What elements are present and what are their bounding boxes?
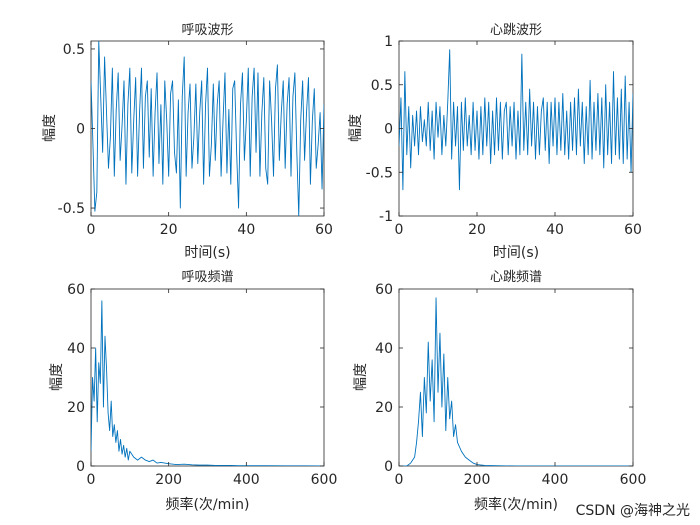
resp-spectrum-chart: 呼吸频谱 频率(次/min) 幅度 0 200 400 600 0 20 40 60 bbox=[49, 270, 337, 513]
heart-spectrum-series-line bbox=[399, 297, 633, 466]
heart-spectrum-xlabel: 频率(次/min) bbox=[474, 496, 558, 513]
resp-spectrum-ytick-label: 0 bbox=[76, 459, 85, 475]
heart-wave-axes-box bbox=[398, 40, 634, 217]
heart-spectrum-title: 心跳频谱 bbox=[490, 270, 542, 285]
heart-spectrum-ytick-label: 20 bbox=[375, 400, 393, 416]
heart-wave-xtick-label: 20 bbox=[468, 222, 486, 238]
resp-wave-xtick-label: 60 bbox=[315, 222, 333, 238]
heart-spectrum-xtick-label: 600 bbox=[620, 472, 647, 488]
heart-wave-xlabel: 时间(s) bbox=[493, 245, 539, 261]
heart-spectrum-chart: 心跳频谱 频率(次/min) 幅度 0 200 400 600 0 20 40 60 bbox=[353, 270, 646, 513]
heart-wave-chart: 心跳波形 时间(s) 幅度 0 20 40 60 -1 -0.5 0 0.5 1 bbox=[348, 23, 642, 261]
resp-wave-ytick-label: 0 bbox=[76, 122, 85, 138]
heart-spectrum-ytick-label: 0 bbox=[384, 459, 393, 475]
heart-wave-ytick-label: -0.5 bbox=[366, 165, 393, 181]
resp-spectrum-xtick-label: 200 bbox=[155, 472, 182, 488]
heart-wave-xtick-label: 0 bbox=[395, 222, 404, 238]
heart-wave-ytick-label: 0 bbox=[384, 122, 393, 138]
watermark-text: CSDN @海神之光 bbox=[576, 503, 690, 519]
heart-spectrum-xtick-label: 200 bbox=[464, 472, 491, 488]
resp-wave-axes-box bbox=[90, 40, 325, 217]
resp-wave-xtick-label: 20 bbox=[160, 222, 178, 238]
resp-wave-xtick-label: 0 bbox=[87, 222, 96, 238]
heart-wave-series-line bbox=[399, 49, 633, 191]
resp-spectrum-ytick-label: 40 bbox=[67, 341, 85, 357]
resp-spectrum-ytick-label: 60 bbox=[67, 282, 85, 298]
resp-spectrum-series-line bbox=[91, 300, 324, 466]
resp-wave-xtick-label: 40 bbox=[237, 222, 255, 238]
resp-spectrum-xlabel: 频率(次/min) bbox=[165, 496, 249, 513]
resp-spectrum-ylabel: 幅度 bbox=[49, 363, 65, 391]
resp-spectrum-xtick-label: 400 bbox=[233, 472, 260, 488]
resp-wave-ytick-label: -0.5 bbox=[58, 201, 85, 217]
heart-wave-ylabel: 幅度 bbox=[348, 114, 364, 142]
resp-spectrum-title: 呼吸频谱 bbox=[181, 270, 233, 285]
resp-wave-series-line bbox=[91, 41, 324, 216]
resp-wave-xlabel: 时间(s) bbox=[184, 245, 230, 261]
resp-spectrum-axes-box bbox=[90, 288, 325, 467]
resp-spectrum-xtick-label: 0 bbox=[87, 472, 96, 488]
resp-wave-ylabel: 幅度 bbox=[42, 114, 58, 142]
resp-wave-chart: 呼吸波形 时间(s) 幅度 0 20 40 60-0.500.5 bbox=[42, 23, 333, 261]
heart-spectrum-xtick-label: 400 bbox=[542, 472, 569, 488]
resp-wave-ytick-label: 0.5 bbox=[63, 42, 85, 58]
heart-spectrum-axes-box bbox=[398, 288, 634, 467]
heart-wave-title: 心跳波形 bbox=[490, 23, 542, 38]
heart-spectrum-ylabel: 幅度 bbox=[353, 363, 369, 391]
heart-wave-ytick-label: 0.5 bbox=[371, 78, 393, 94]
resp-spectrum-xtick-label: 600 bbox=[311, 472, 338, 488]
heart-spectrum-ytick-label: 60 bbox=[375, 282, 393, 298]
heart-wave-ytick-label: 1 bbox=[384, 34, 393, 50]
resp-wave-title: 呼吸波形 bbox=[181, 23, 233, 38]
heart-wave-xtick-label: 40 bbox=[546, 222, 564, 238]
resp-spectrum-ytick-label: 20 bbox=[67, 400, 85, 416]
heart-spectrum-ytick-label: 40 bbox=[375, 341, 393, 357]
heart-spectrum-xtick-label: 0 bbox=[395, 472, 404, 488]
heart-wave-xtick-label: 60 bbox=[624, 222, 642, 238]
heart-wave-ytick-label: -1 bbox=[379, 209, 393, 225]
